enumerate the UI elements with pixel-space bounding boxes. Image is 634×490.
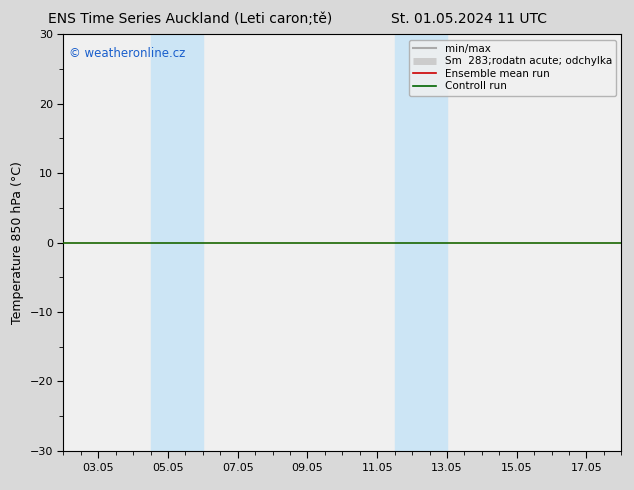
Text: St. 01.05.2024 11 UTC: St. 01.05.2024 11 UTC [391, 12, 547, 26]
Y-axis label: Temperature 850 hPa (°C): Temperature 850 hPa (°C) [11, 161, 24, 324]
Legend: min/max, Sm  283;rodatn acute; odchylka, Ensemble mean run, Controll run: min/max, Sm 283;rodatn acute; odchylka, … [410, 40, 616, 96]
Text: © weatheronline.cz: © weatheronline.cz [69, 47, 185, 60]
Bar [150, 34, 203, 451]
Bar [394, 34, 447, 451]
Text: ENS Time Series Auckland (Leti caron;tě): ENS Time Series Auckland (Leti caron;tě) [48, 12, 332, 26]
